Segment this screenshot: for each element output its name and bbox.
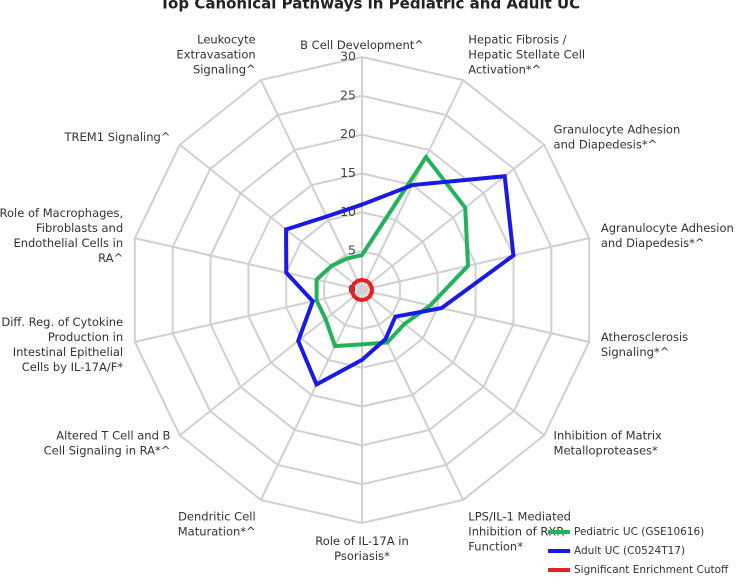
- spoke: [361, 143, 545, 291]
- legend-label: Adult UC (C0524T17): [574, 545, 685, 557]
- category-label: Leukocyte Extravasation Signaling^: [176, 32, 255, 76]
- category-label: Role of Macrophages, Fibroblasts and Endot…: [0, 205, 123, 264]
- category-label: Granulocyte Adhesion and Diapedesis*^: [554, 122, 681, 151]
- spoke: [361, 237, 590, 291]
- legend-label: Pediatric UC (GSE10616): [574, 526, 704, 538]
- series-line: [284, 174, 516, 388]
- series-line: [350, 277, 374, 303]
- category-label: B Cell Development^: [300, 38, 424, 52]
- category-label: Dendritic Cell Maturation*^: [178, 509, 256, 538]
- spoke: [179, 289, 363, 437]
- series-line: [314, 153, 471, 349]
- legend-label: Significant Enrichment Cutoff: [574, 564, 729, 576]
- r-tick-label: 25: [340, 87, 356, 102]
- category-label: Hepatic Fibrosis / Hepatic Stellate Cell A…: [468, 32, 585, 76]
- chart-title: Top Canonical Pathways in Pediatric and …: [160, 0, 580, 13]
- category-label: Agranulocyte Adhesion and Diapedesis*^: [601, 220, 734, 249]
- category-label: Inhibition of Matrix Metalloproteases*: [554, 428, 662, 457]
- r-tick-label: 20: [340, 126, 356, 141]
- r-tick-label: 30: [340, 49, 356, 64]
- r-tick-label: 15: [340, 165, 356, 180]
- spoke: [361, 289, 590, 343]
- spoke: [361, 289, 545, 437]
- category-label: Altered T Cell and B Cell Signaling in RA…: [44, 428, 171, 457]
- category-label: Atherosclerosis Signaling*^: [601, 330, 688, 359]
- spoke: [134, 289, 363, 343]
- category-label: Diff. Reg. of Cytokine Production in Intes…: [1, 315, 123, 374]
- category-label: LPS/IL-1 Mediated Inhibition of RXR Functi…: [468, 509, 571, 553]
- spoke: [260, 289, 363, 501]
- category-label: Role of IL-17A in Psoriasis*: [315, 534, 409, 563]
- category-label: TREM1 Signaling^: [64, 130, 171, 144]
- r-tick-label: 5: [348, 243, 356, 258]
- spoke: [361, 289, 464, 501]
- spoke: [260, 79, 363, 291]
- spoke: [134, 237, 363, 291]
